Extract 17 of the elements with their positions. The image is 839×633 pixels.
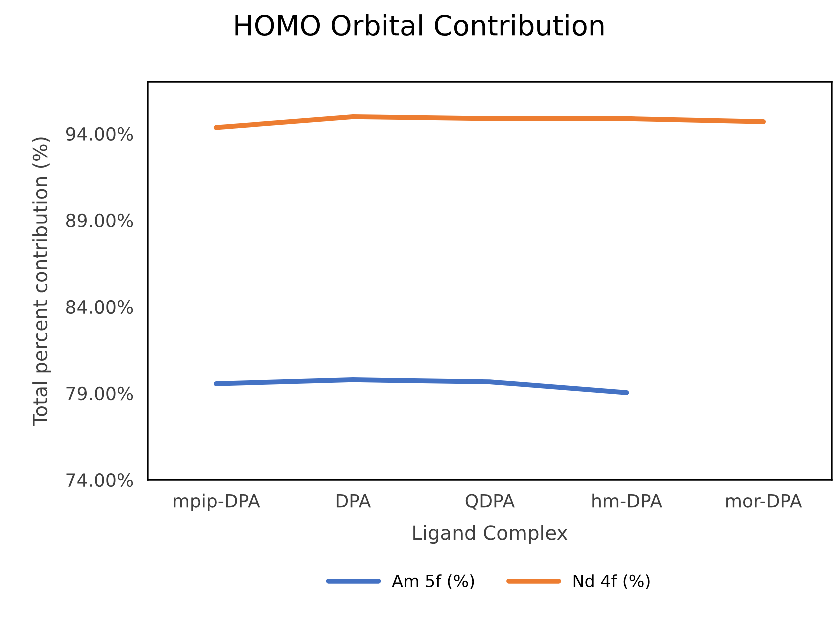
x-tick-label: mor-DPA	[726, 494, 802, 508]
y-tick-label: 94.00%	[66, 127, 134, 142]
y-tick-label: 89.00%	[66, 214, 134, 228]
x-tick-label: mpip-DPA	[174, 494, 260, 512]
x-tick-label: QDPA	[466, 494, 515, 510]
x-tick-label: DPA	[336, 494, 372, 508]
line-series	[214, 114, 766, 130]
legend-label: Nd 4f (%)	[574, 574, 650, 590]
x-axis-title: Ligand Complex	[414, 525, 568, 544]
legend-label: Am 5f (%)	[392, 574, 474, 590]
line-series	[214, 378, 630, 396]
x-tick-label: hm-DPA	[592, 494, 662, 508]
y-tick-label: 84.00%	[66, 300, 134, 314]
y-axis-title: Total percent contribution (%)	[32, 138, 52, 426]
y-tick-label: 79.00%	[66, 386, 134, 401]
y-tick-label: 74.00%	[66, 473, 134, 488]
chart-title: HOMO Orbital Contribution	[236, 14, 604, 36]
